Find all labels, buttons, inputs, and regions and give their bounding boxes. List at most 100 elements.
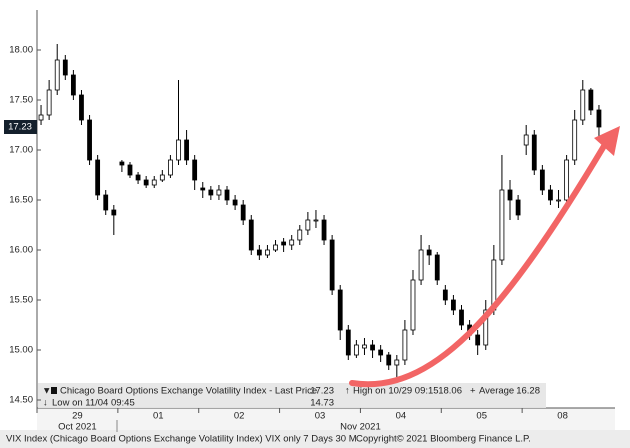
candle-body (87, 119, 92, 161)
candle-body (297, 229, 303, 241)
candle-body (345, 329, 351, 356)
candle-body (192, 159, 198, 181)
x-tick-label: 02 (234, 411, 245, 422)
x-tick-label: 04 (396, 411, 407, 422)
legend-high-icon: ↑ (345, 386, 350, 397)
footer-right: Copyright© 2021 Bloomberg Finance L.P. (356, 434, 531, 445)
candle-body (410, 279, 416, 331)
candle-body (95, 159, 101, 196)
y-tick-label: 15.50 (9, 295, 33, 306)
x-tick-label: 08 (557, 411, 568, 422)
candle-body (426, 249, 432, 256)
annotation-arrowhead (594, 126, 620, 156)
candle-body (402, 329, 408, 361)
candle-body (281, 241, 287, 246)
candle-body (232, 199, 238, 206)
legend-average-label: Average (479, 386, 514, 397)
legend-low-label: Low on 11/04 09:45 (52, 398, 135, 409)
candle-body (159, 174, 165, 181)
candle-body (556, 199, 561, 202)
last-price-box (4, 120, 37, 134)
candle-body (499, 189, 505, 261)
candle-body (54, 59, 60, 91)
x-tick-label: 03 (315, 411, 326, 422)
annotation-arrow (349, 143, 607, 388)
candle-body (596, 109, 602, 128)
legend-icon: ▼ (42, 386, 51, 397)
candle-body (434, 254, 440, 281)
legend-average: 16.28 (516, 386, 540, 397)
candle-body (273, 244, 278, 251)
candle-body (507, 189, 513, 201)
footer-band (0, 430, 630, 448)
x-tick-label: 01 (153, 411, 164, 422)
candle-body (548, 189, 553, 201)
candle-body (515, 199, 521, 216)
legend-average-icon: + (470, 386, 476, 397)
candles (38, 44, 602, 377)
legend-high: 18.06 (438, 386, 462, 397)
candle-body (394, 359, 400, 366)
candle-body (378, 349, 384, 356)
candle-body (176, 139, 181, 161)
y-tick-label: 18.00 (9, 45, 33, 56)
candle-body (386, 354, 392, 366)
candle-body (208, 189, 214, 196)
candle-body (79, 94, 84, 121)
candle-body (151, 179, 157, 186)
candle-body (168, 159, 173, 176)
candle-body (531, 134, 537, 171)
legend-high-label: High on 10/29 09:15 (353, 386, 439, 397)
candle-body (418, 249, 424, 281)
x-tick-label: 29 (72, 411, 83, 422)
candle-body (127, 164, 133, 176)
legend-name: Chicago Board Options Exchange Volatilit… (60, 386, 317, 397)
legend-swatch (51, 387, 57, 394)
candle-body (135, 174, 141, 181)
y-tick-label: 17.50 (9, 95, 33, 106)
y-tick-label: 16.50 (9, 195, 33, 206)
candle-body (313, 219, 319, 222)
candle-body (475, 334, 481, 346)
candle-body (200, 187, 206, 191)
footer-left: VIX Index (Chicago Board Options Exchang… (6, 434, 357, 445)
candle-body (572, 119, 578, 161)
y-tick-label: 15.00 (9, 345, 33, 356)
last-price-label: 17.23 (8, 122, 32, 133)
candle-body (321, 219, 327, 241)
legend-low-icon: ↓ (43, 398, 48, 409)
candle-body (588, 89, 594, 111)
candle-body (240, 204, 246, 221)
x-tick-label: 05 (476, 411, 487, 422)
candle-body (353, 344, 359, 356)
candle-body (305, 219, 311, 231)
candle-body (62, 59, 68, 76)
candle-body (143, 179, 149, 186)
candle-body (119, 161, 125, 166)
candle-body (580, 89, 586, 121)
y-tick-label: 16.00 (9, 245, 33, 256)
candle-body (483, 309, 489, 346)
candle-body (451, 299, 456, 311)
candle-body (103, 194, 109, 211)
candle-body (459, 309, 464, 326)
candle-body (256, 249, 262, 256)
y-tick-label: 14.50 (9, 395, 33, 406)
month-label: Oct 2021 (58, 422, 97, 433)
y-tick-label: 17.00 (9, 145, 33, 156)
candle-body (539, 169, 545, 191)
candle-body (329, 239, 335, 291)
candle-body (38, 114, 44, 121)
candle-body (248, 219, 254, 251)
candle-body (265, 249, 270, 256)
candle-body (184, 139, 189, 161)
candle-body (70, 74, 76, 96)
candle-body (523, 134, 529, 146)
candle-body (362, 344, 367, 349)
candle-body (216, 189, 222, 196)
candle-body (46, 89, 52, 116)
legend-box (38, 383, 546, 408)
